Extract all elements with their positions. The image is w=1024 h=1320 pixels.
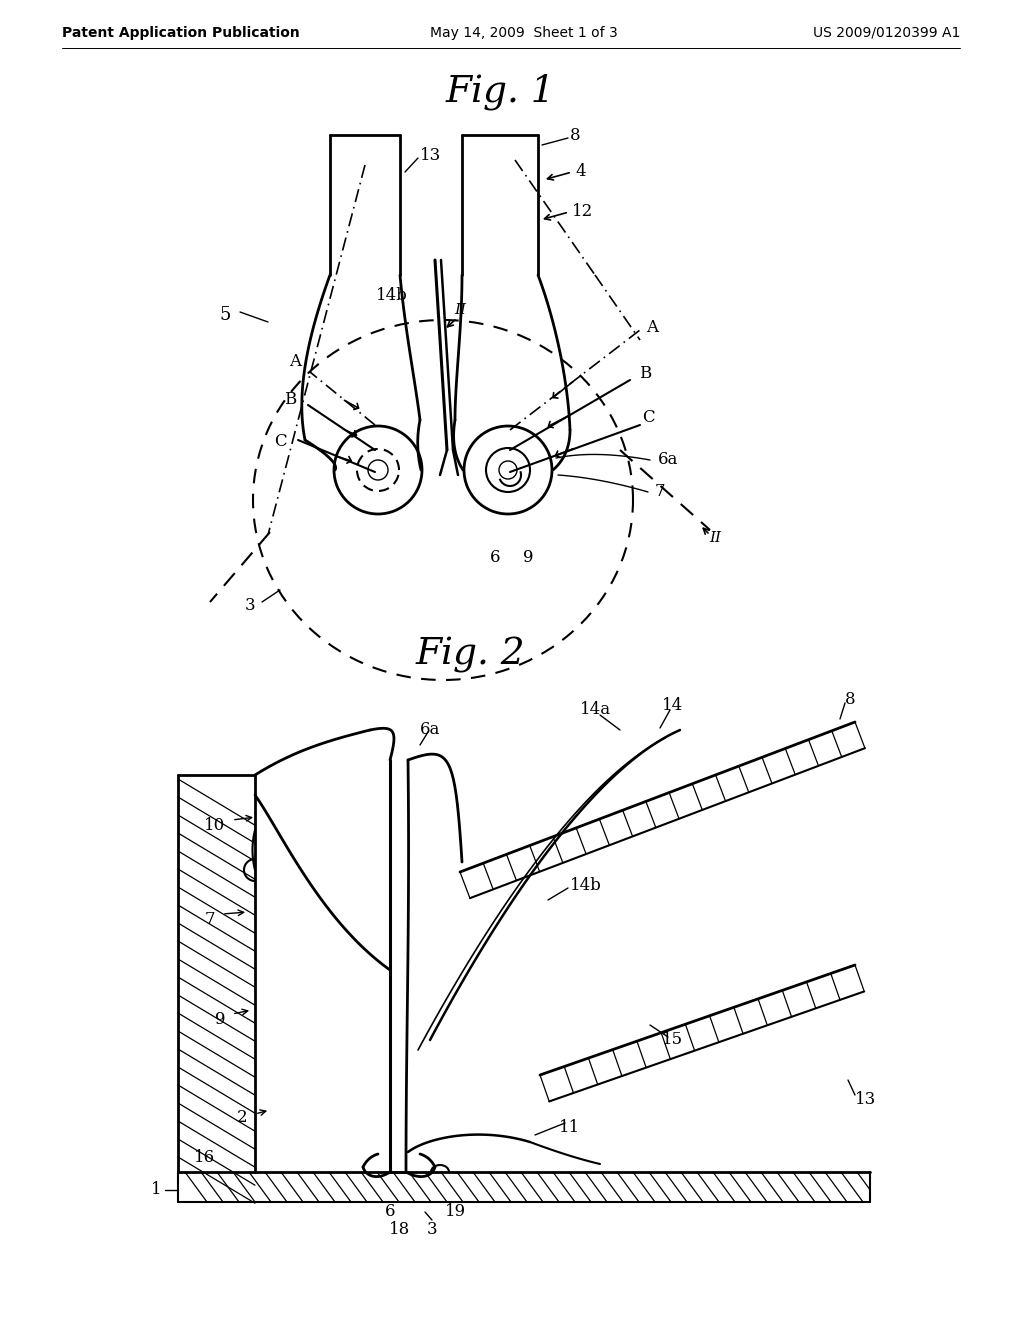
Text: C: C [273, 433, 287, 450]
Text: 16: 16 [194, 1150, 215, 1167]
Text: Fig. 1: Fig. 1 [445, 74, 555, 111]
Text: 14: 14 [663, 697, 684, 714]
Text: B: B [284, 392, 296, 408]
Text: 1: 1 [152, 1181, 162, 1199]
Text: 3: 3 [427, 1221, 437, 1238]
Text: 5: 5 [219, 306, 230, 323]
Text: 18: 18 [389, 1221, 411, 1238]
Text: May 14, 2009  Sheet 1 of 3: May 14, 2009 Sheet 1 of 3 [430, 26, 617, 40]
Text: 6: 6 [385, 1204, 395, 1221]
Text: Patent Application Publication: Patent Application Publication [62, 26, 300, 40]
Text: 9: 9 [522, 549, 534, 566]
Text: 2: 2 [237, 1110, 248, 1126]
Text: A: A [646, 319, 658, 337]
Text: II: II [454, 304, 466, 317]
Text: 7: 7 [655, 483, 666, 500]
Text: 13: 13 [855, 1092, 877, 1109]
Text: C: C [642, 409, 654, 426]
Text: 14a: 14a [580, 701, 610, 718]
Text: 14b: 14b [376, 286, 408, 304]
Text: 3: 3 [245, 597, 255, 614]
Text: Fig. 2: Fig. 2 [415, 638, 525, 673]
Text: 11: 11 [559, 1118, 581, 1135]
Text: B: B [639, 364, 651, 381]
Text: 8: 8 [570, 127, 581, 144]
Text: 9: 9 [215, 1011, 225, 1028]
Text: 7: 7 [205, 912, 215, 928]
Text: 6a: 6a [658, 451, 678, 469]
Text: 6a: 6a [420, 722, 440, 738]
Text: 8: 8 [845, 692, 856, 709]
Text: 4: 4 [575, 164, 586, 181]
Text: 14b: 14b [570, 876, 602, 894]
Text: 15: 15 [662, 1031, 683, 1048]
Text: US 2009/0120399 A1: US 2009/0120399 A1 [813, 26, 961, 40]
Text: 12: 12 [572, 203, 593, 220]
Text: 19: 19 [445, 1204, 466, 1221]
Text: II: II [709, 531, 721, 545]
Text: 10: 10 [205, 817, 225, 833]
Text: 6: 6 [489, 549, 501, 566]
Text: 13: 13 [420, 147, 441, 164]
Text: A: A [289, 354, 301, 371]
